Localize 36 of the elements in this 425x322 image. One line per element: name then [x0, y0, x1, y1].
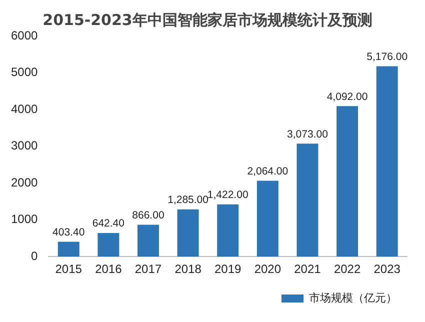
x-tick-label: 2021	[294, 262, 322, 276]
y-tick-label: 4000	[10, 102, 38, 116]
data-label: 642.40	[92, 218, 125, 230]
bar	[98, 232, 120, 257]
data-label: 1,285.00	[168, 194, 209, 206]
data-label: 4,092.00	[326, 90, 368, 103]
data-label: 5,176.00	[366, 50, 408, 63]
x-tick-label: 2022	[334, 262, 361, 276]
chart-title: 2015-2023年中国智能家居市场规模统计及预测	[42, 10, 372, 29]
bar	[177, 209, 199, 257]
x-tick-label: 2017	[134, 262, 162, 276]
data-label: 1,422.00	[207, 188, 248, 201]
y-tick-label: 1000	[10, 212, 38, 226]
bar	[376, 66, 398, 257]
y-tick-label: 5000	[10, 65, 38, 80]
legend-label: 市场规模（亿元）	[309, 291, 397, 304]
data-label: 866.00	[132, 209, 164, 222]
y-tick-label: 3000	[10, 138, 38, 153]
x-tick-label: 2016	[95, 262, 122, 276]
x-tick-label: 2015	[55, 262, 82, 276]
bar	[336, 106, 358, 257]
y-tick-label: 0	[31, 248, 38, 263]
bar	[296, 144, 318, 257]
x-tick-label: 2023	[374, 262, 401, 276]
y-tick-label: 6000	[10, 28, 38, 42]
bar	[137, 224, 159, 257]
bar	[217, 204, 239, 257]
bar	[256, 180, 278, 257]
x-tick-label: 2019	[214, 262, 242, 276]
bar	[58, 242, 80, 257]
data-label: 2,064.00	[247, 165, 288, 178]
data-label: 3,073.00	[287, 128, 328, 140]
y-tick-label: 2000	[10, 175, 38, 190]
x-tick-label: 2020	[254, 262, 282, 276]
x-tick-label: 2018	[174, 262, 202, 276]
data-label: 403.40	[52, 226, 85, 238]
